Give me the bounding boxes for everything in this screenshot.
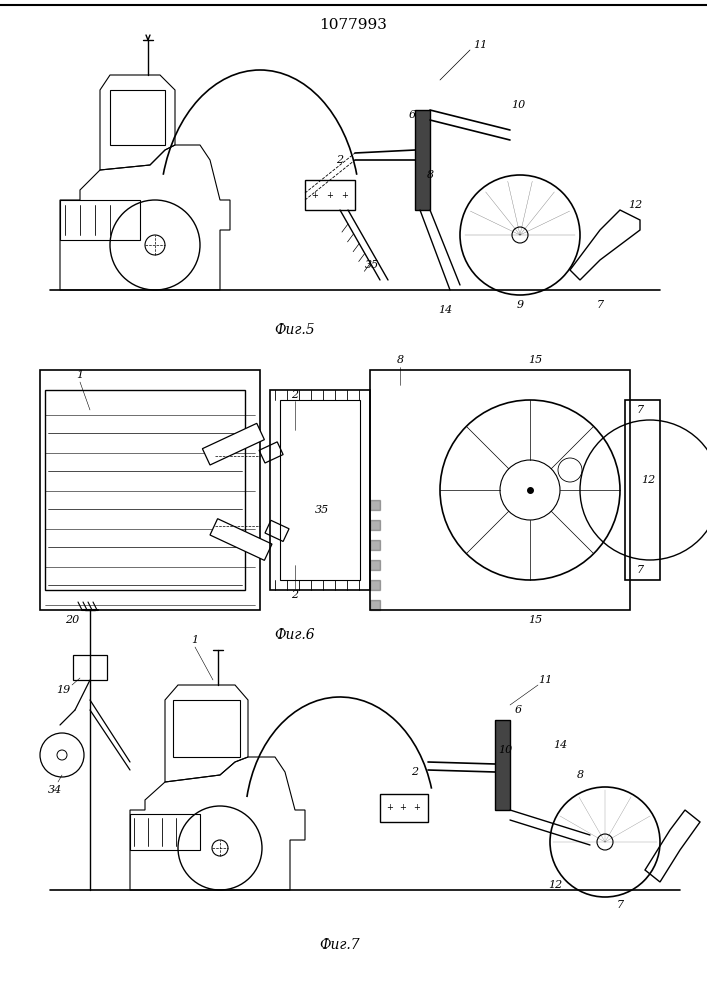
Text: 7: 7 [597, 300, 604, 310]
Text: 10: 10 [511, 100, 525, 110]
Text: 2: 2 [337, 155, 344, 165]
Text: 34: 34 [48, 785, 62, 795]
Bar [280, 400, 360, 580]
Bar [370, 370, 630, 610]
Text: 8: 8 [397, 355, 404, 365]
Text: 2: 2 [291, 590, 298, 600]
Bar [380, 794, 428, 822]
Text: 7: 7 [617, 900, 624, 910]
Text: 2: 2 [291, 390, 298, 400]
Text: 12: 12 [641, 475, 655, 485]
Text: Фиг.6: Фиг.6 [275, 628, 315, 642]
Text: 11: 11 [538, 675, 552, 685]
Text: 15: 15 [528, 355, 542, 365]
Text: 9: 9 [516, 300, 524, 310]
Text: 7: 7 [636, 565, 643, 575]
Bar [415, 110, 430, 210]
Bar [45, 390, 245, 590]
Text: 12: 12 [628, 200, 642, 210]
Text: +: + [399, 804, 407, 812]
Polygon shape [370, 540, 380, 550]
Text: 6: 6 [515, 705, 522, 715]
Text: 1: 1 [76, 370, 83, 380]
Text: 8: 8 [576, 770, 583, 780]
Bar [202, 423, 264, 465]
Bar [210, 519, 272, 560]
Text: 12: 12 [548, 880, 562, 890]
Bar [60, 200, 140, 240]
Polygon shape [370, 580, 380, 590]
Bar [40, 370, 260, 610]
Text: 8: 8 [426, 170, 433, 180]
Text: 10: 10 [498, 745, 512, 755]
Bar [265, 520, 289, 541]
Text: Фиг.5: Фиг.5 [275, 323, 315, 337]
Text: 15: 15 [528, 615, 542, 625]
Text: 14: 14 [553, 740, 567, 750]
Text: 11: 11 [473, 40, 487, 50]
Text: 20: 20 [65, 615, 79, 625]
Polygon shape [370, 500, 380, 510]
Text: +: + [327, 190, 334, 200]
Polygon shape [173, 700, 240, 757]
Text: 1: 1 [192, 635, 199, 645]
Text: 1077993: 1077993 [319, 18, 387, 32]
Bar [270, 390, 370, 590]
Polygon shape [370, 520, 380, 530]
Polygon shape [110, 90, 165, 145]
Text: 14: 14 [438, 305, 452, 315]
Bar [625, 400, 660, 580]
Text: 35: 35 [315, 505, 329, 515]
Text: +: + [312, 190, 318, 200]
Text: 7: 7 [636, 405, 643, 415]
Text: +: + [387, 804, 393, 812]
Text: +: + [341, 190, 349, 200]
Polygon shape [370, 560, 380, 570]
Text: 35: 35 [365, 260, 379, 270]
Bar [130, 814, 200, 850]
Polygon shape [370, 600, 380, 610]
Bar [305, 180, 355, 210]
Text: 2: 2 [411, 767, 419, 777]
Text: 6: 6 [409, 110, 416, 120]
Text: 19: 19 [56, 685, 70, 695]
Text: Фиг.7: Фиг.7 [320, 938, 361, 952]
Bar [73, 655, 107, 680]
Bar [259, 442, 283, 463]
Bar [495, 720, 510, 810]
Text: +: + [414, 804, 421, 812]
